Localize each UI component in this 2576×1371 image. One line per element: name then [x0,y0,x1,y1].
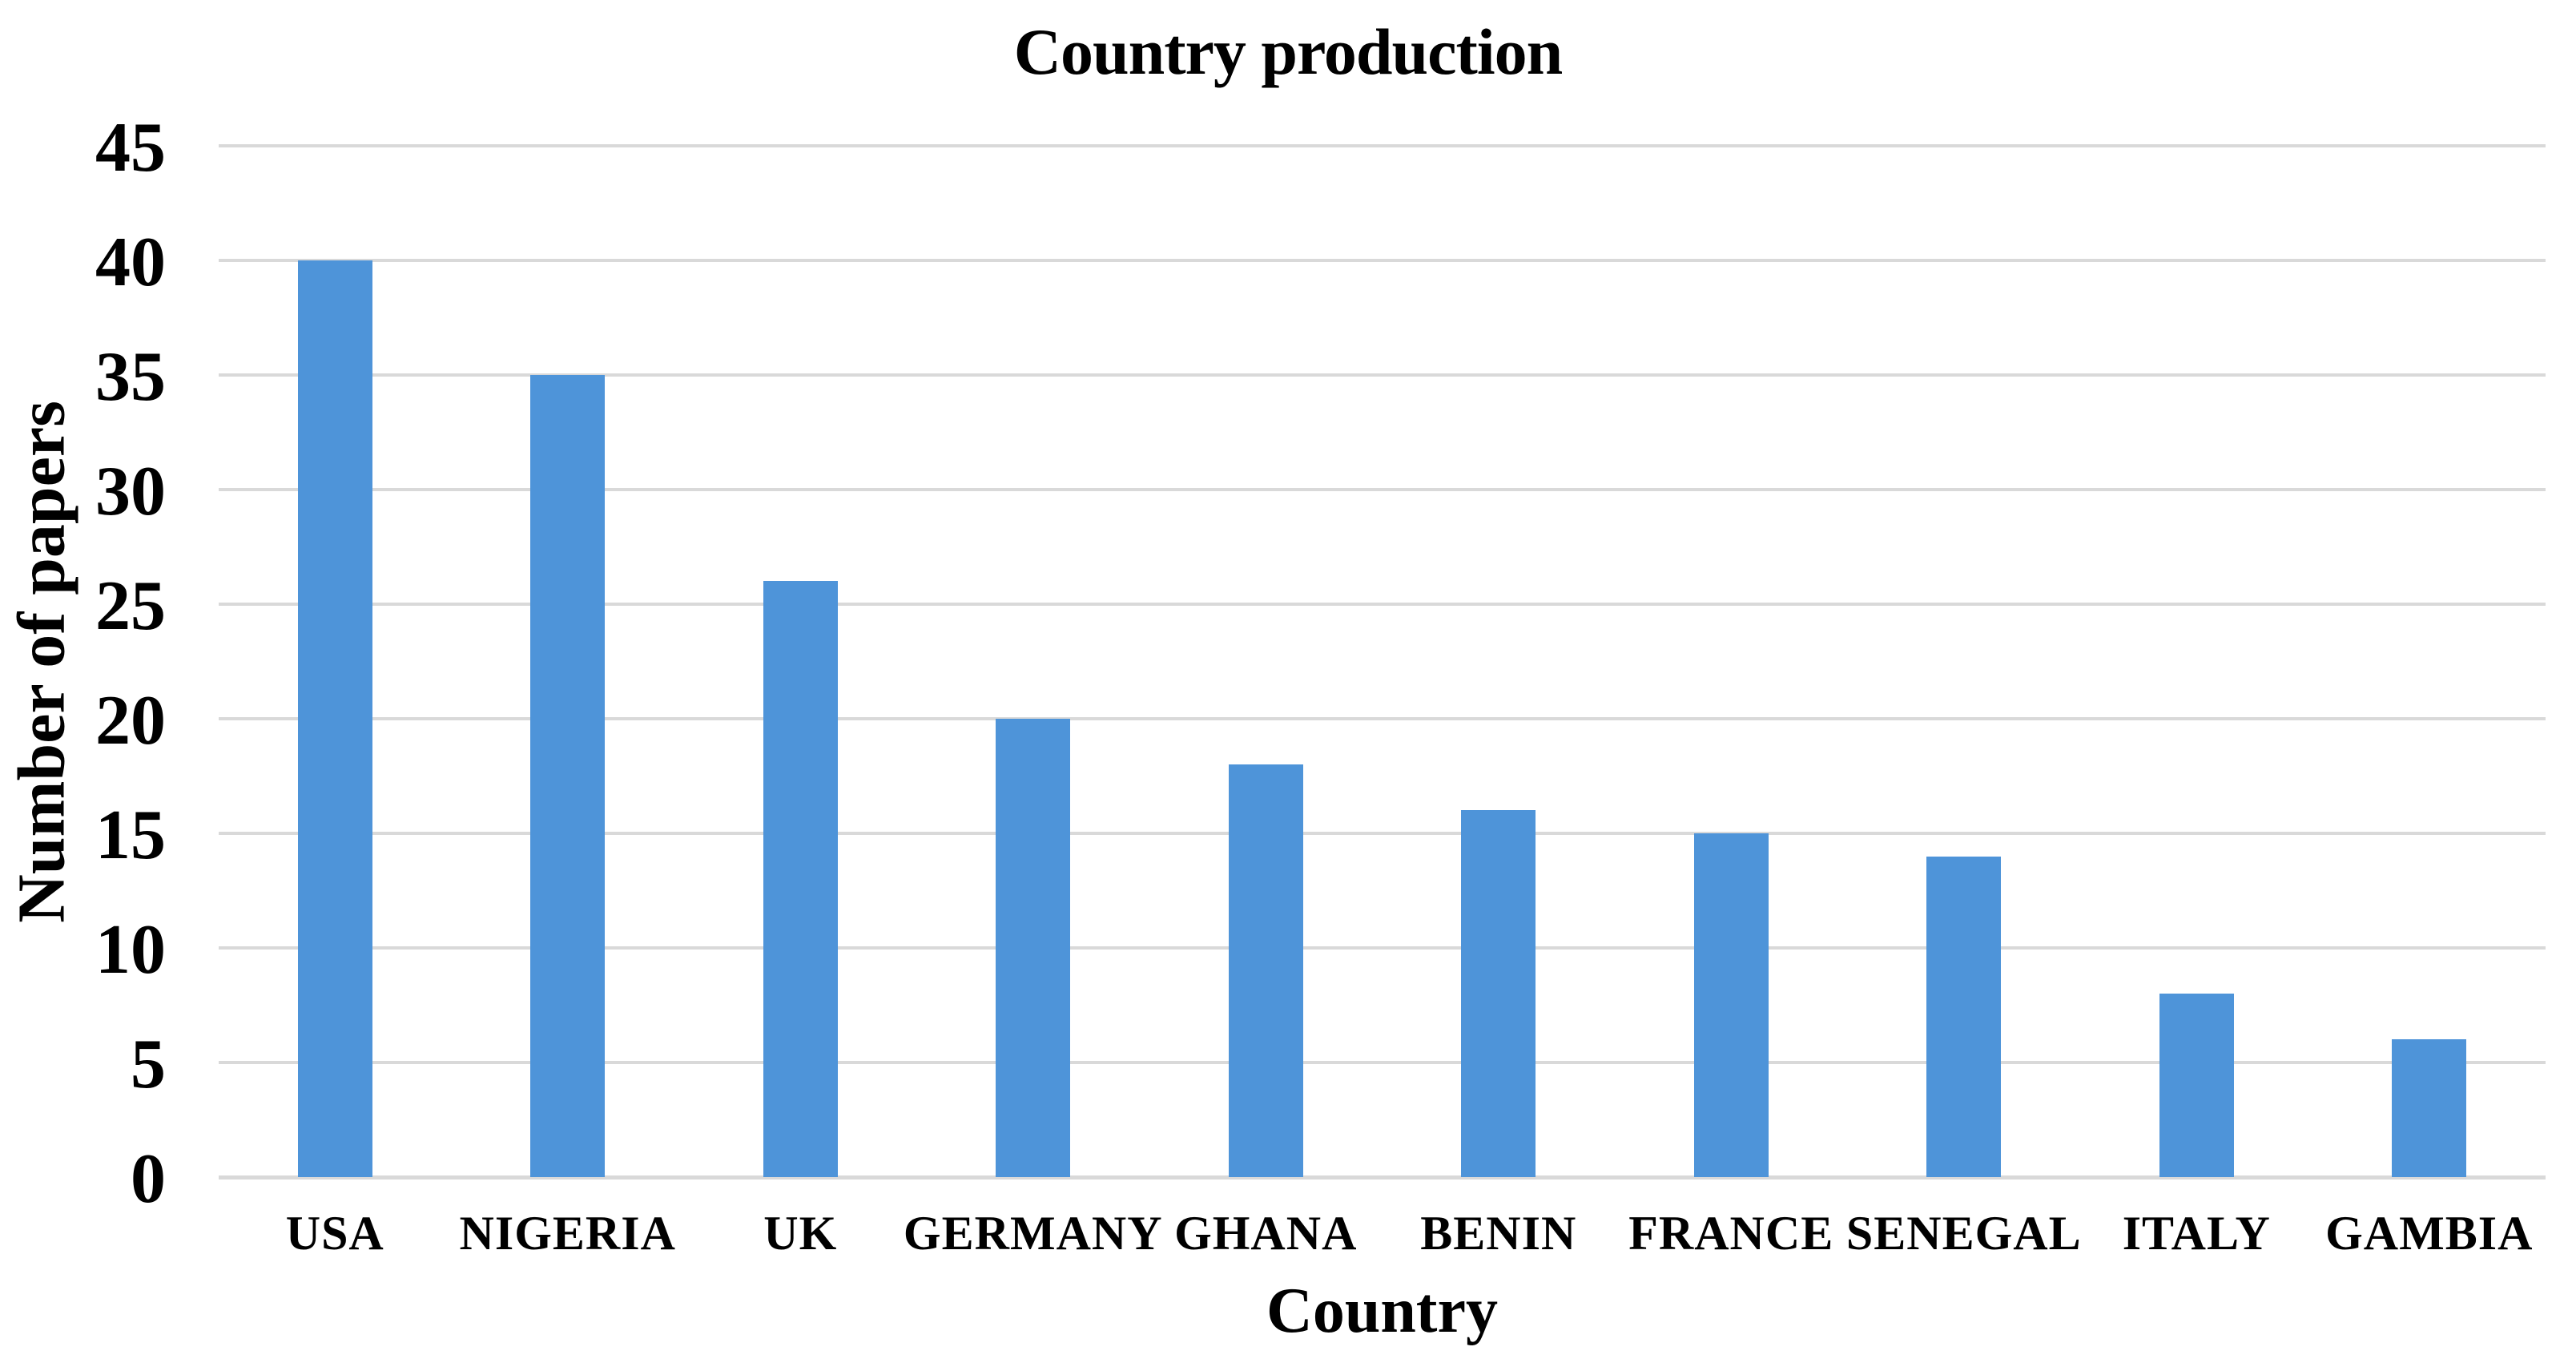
x-tick-label: GHANA [1174,1206,1358,1260]
x-tick-label: NIGERIA [459,1206,676,1260]
x-tick-label: UK [763,1206,838,1260]
gridline-y-30 [219,488,2546,491]
x-tick-label: GAMBIA [2325,1206,2534,1260]
gridline-y-40 [219,259,2546,262]
y-tick-label: 30 [95,452,166,530]
y-tick-label: 0 [131,1139,166,1218]
bar-germany [996,719,1071,1177]
gridline-y-45 [219,144,2546,147]
y-tick-label: 10 [95,910,166,989]
bar-gambia [2392,1039,2467,1177]
bar-uk [763,581,838,1177]
bar-nigeria [530,375,606,1177]
bar-italy [2159,994,2234,1177]
bar-senegal [1926,856,2002,1177]
x-tick-label: USA [285,1206,384,1260]
y-tick-label: 40 [95,223,166,301]
y-tick-label: 15 [95,796,166,874]
bar-usa [297,260,372,1177]
chart-title: Country production [1013,15,1563,88]
y-tick-label: 45 [95,108,166,187]
y-tick-label: 35 [95,337,166,416]
bar-france [1693,833,1769,1177]
gridline-y-15 [219,832,2546,835]
x-tick-label: BENIN [1420,1206,1577,1260]
bar-benin [1461,810,1536,1177]
y-tick-label: 25 [95,567,166,645]
x-axis-title: Country [1266,1276,1498,1346]
gridline-y-10 [219,946,2546,950]
gridline-y-0 [219,1175,2546,1179]
x-tick-label: GERMANY [903,1206,1163,1260]
x-tick-label: FRANCE [1628,1206,1834,1260]
gridline-y-20 [219,717,2546,720]
gridline-y-35 [219,373,2546,377]
y-tick-label: 5 [131,1025,166,1103]
bar-ghana [1228,764,1303,1177]
x-tick-label: SENEGAL [1845,1206,2082,1260]
y-tick-label: 20 [95,681,166,760]
gridline-y-25 [219,603,2546,606]
gridline-y-5 [219,1061,2546,1064]
x-tick-label: ITALY [2122,1206,2271,1260]
